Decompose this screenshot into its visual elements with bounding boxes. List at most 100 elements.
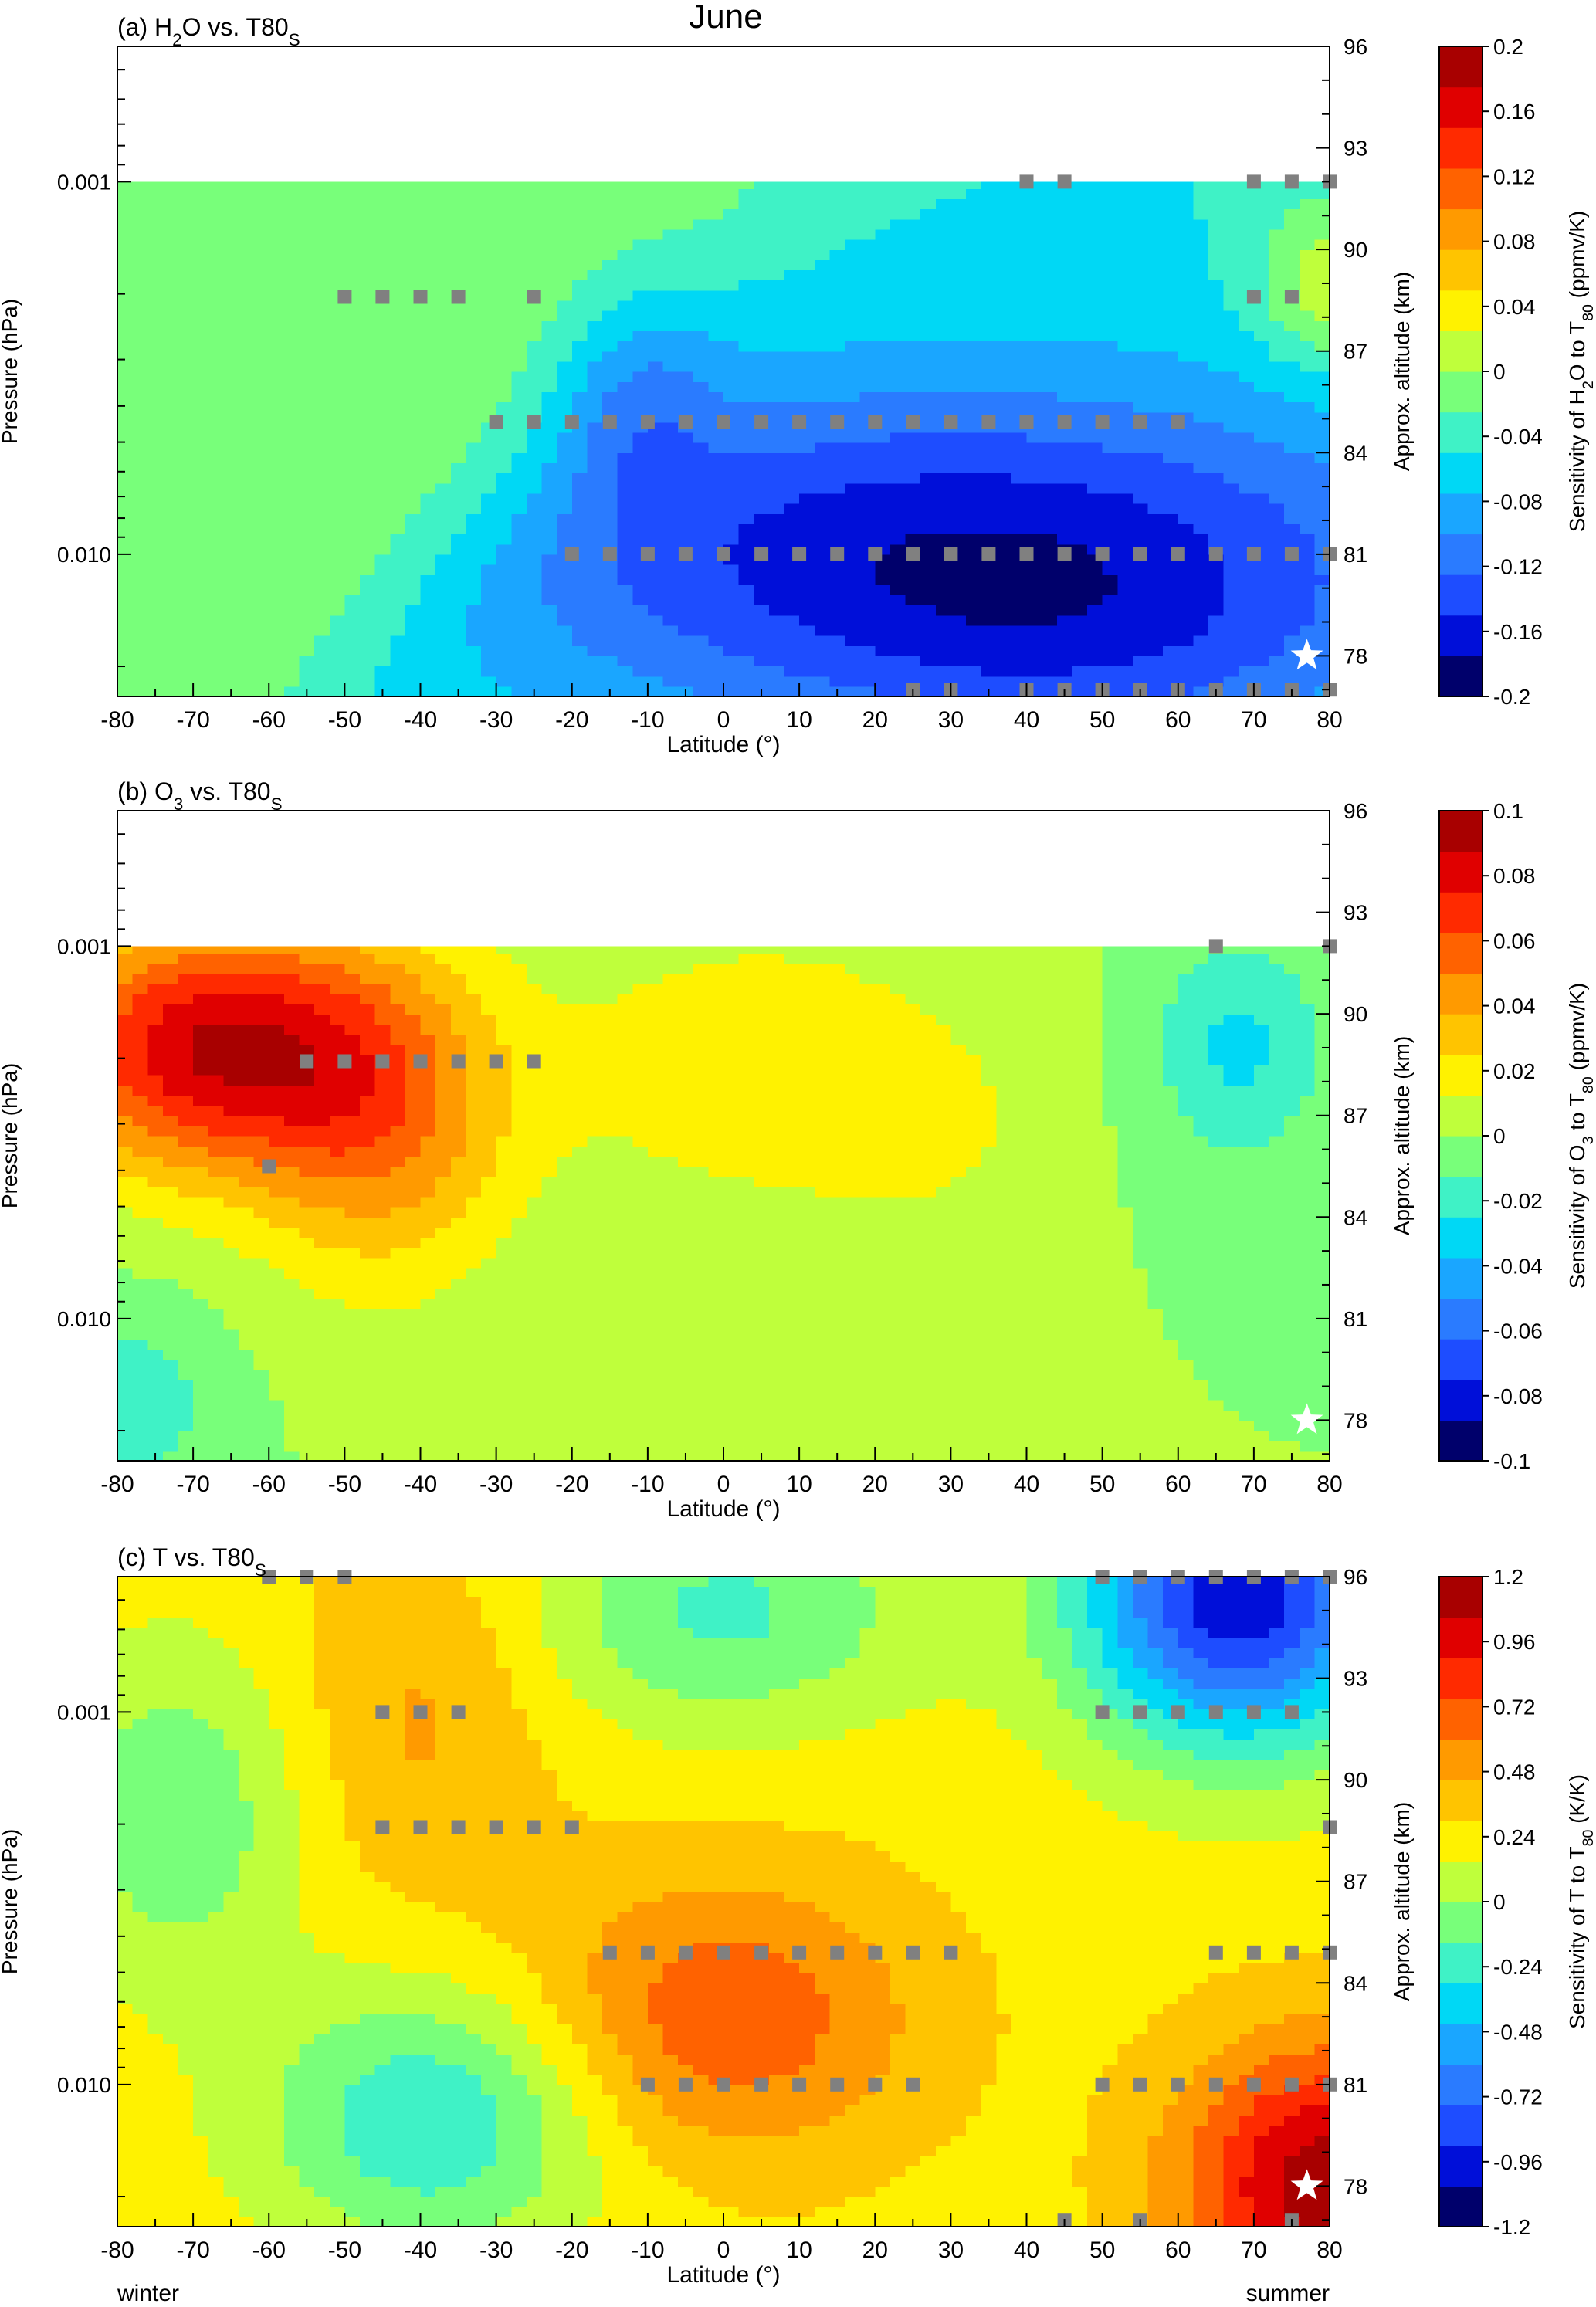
colorbar-swatch [1439, 493, 1482, 535]
panel-label: (b) O3 vs. T80S [117, 777, 283, 814]
significance-marker [413, 1705, 428, 1719]
colorbar-swatch [1439, 615, 1482, 656]
significance-marker [1246, 1705, 1261, 1719]
colorbar-swatch [1439, 932, 1482, 974]
y2-tick-label: 90 [1344, 1002, 1367, 1026]
x-tick-label: 70 [1241, 2238, 1266, 2263]
y2-axis-label: Approx. altitude (km) [1390, 1802, 1414, 2001]
significance-marker [754, 547, 769, 561]
colorbar-swatch [1439, 811, 1482, 852]
significance-marker [527, 1820, 541, 1834]
significance-marker [1171, 547, 1185, 561]
colorbar-tick-label: -0.72 [1493, 2085, 1543, 2109]
colorbar-swatch [1439, 1617, 1482, 1658]
colorbar-tick-label: -0.08 [1493, 1384, 1543, 1408]
colorbar-swatch [1439, 973, 1482, 1015]
colorbar-tick-label: 0.08 [1493, 230, 1536, 254]
x-tick-label: -40 [404, 2238, 437, 2263]
significance-marker [868, 1945, 883, 1960]
colorbar-tick-label: -0.48 [1493, 2020, 1543, 2044]
x-tick-label: 50 [1089, 707, 1115, 733]
x-tick-label: 70 [1241, 1472, 1266, 1497]
x-axis-label: Latitude (°) [666, 1496, 780, 1522]
x-tick-label: -60 [252, 707, 286, 733]
significance-marker [906, 415, 920, 429]
colorbar-tick-label: 0.04 [1493, 994, 1536, 1018]
colorbar-swatch [1439, 1420, 1482, 1462]
colorbar-swatch [1439, 412, 1482, 453]
colorbar-swatch [1439, 656, 1482, 697]
significance-marker [527, 1054, 541, 1069]
significance-marker [413, 290, 428, 304]
colorbar-tick-label: 0.06 [1493, 929, 1536, 953]
colorbar-tick-label: -0.12 [1493, 555, 1543, 579]
significance-marker [1284, 290, 1299, 304]
colorbar: 0.2 0.16 0.12 0.08 0.04 0 -0.04 -0.08 -0.12 -0.16… [1438, 35, 1596, 709]
significance-marker [830, 415, 845, 429]
colorbar-swatch [1439, 1054, 1482, 1096]
significance-marker [868, 415, 883, 429]
colorbar-swatch [1439, 46, 1482, 88]
colorbar: 1.2 0.96 0.72 0.48 0.24 0 -0.24 -0.48 -0.72 -0.96… [1438, 1565, 1596, 2239]
contour-field [117, 946, 1330, 1462]
significance-marker [1095, 547, 1110, 561]
significance-marker [1208, 1705, 1223, 1719]
x-tick-label: 80 [1316, 707, 1342, 733]
colorbar-tick-label: -0.2 [1493, 685, 1530, 709]
x-tick-label: -60 [252, 1472, 286, 1497]
colorbar-tick-label: -0.02 [1493, 1189, 1543, 1213]
x-tick-label: 10 [786, 707, 812, 733]
significance-marker [1246, 174, 1261, 189]
contour-field [117, 1577, 1330, 2227]
significance-marker [1246, 1945, 1261, 1960]
colorbar-label: Sensitivity of H2O to T80 (ppmv/K) [1565, 211, 1596, 533]
significance-marker [1019, 415, 1034, 429]
colorbar-swatch [1439, 534, 1482, 575]
significance-marker [1284, 174, 1299, 189]
x-tick-label: -80 [100, 1472, 134, 1497]
significance-marker [792, 2077, 807, 2092]
colorbar-swatch [1439, 892, 1482, 933]
colorbar-tick-label: 0.2 [1493, 35, 1523, 59]
colorbar-swatch [1439, 371, 1482, 413]
significance-marker [640, 415, 655, 429]
x-tick-label: -30 [479, 707, 513, 733]
significance-marker [1057, 547, 1072, 561]
x-tick-label: 50 [1089, 1472, 1115, 1497]
significance-marker [1246, 547, 1261, 561]
colorbar-tick-label: 0 [1493, 360, 1506, 384]
y2-tick-label: 93 [1344, 1667, 1367, 1691]
significance-marker [451, 290, 466, 304]
colorbar-swatch [1439, 168, 1482, 210]
x-tick-label: -10 [631, 2238, 664, 2263]
colorbar-tick-label: 0.16 [1493, 100, 1536, 124]
significance-marker [792, 547, 807, 561]
x-tick-label: -40 [404, 707, 437, 733]
x-tick-label: 40 [1014, 2238, 1039, 2263]
significance-marker [906, 547, 920, 561]
significance-marker [489, 415, 503, 429]
significance-marker [1133, 547, 1147, 561]
colorbar-swatch [1439, 1217, 1482, 1259]
x-tick-label: 20 [862, 707, 888, 733]
significance-marker [981, 415, 996, 429]
panel-2: 0.001 0.010 96 93 90 87 84 81 78 -80 -70 -60 -50 -40 -… [0, 777, 1596, 1522]
significance-marker [1133, 415, 1147, 429]
x-tick-label: -30 [479, 1472, 513, 1497]
x-tick-label: 30 [938, 707, 964, 733]
panel-label: (c) T vs. T80S [117, 1543, 266, 1580]
y-tick-label: 0.001 [57, 934, 111, 958]
y-tick-label: 0.010 [57, 2073, 111, 2097]
significance-marker [754, 2077, 769, 2092]
colorbar-swatch [1439, 1257, 1482, 1299]
colorbar-tick-label: -0.06 [1493, 1319, 1543, 1343]
colorbar-tick-label: 0.96 [1493, 1630, 1536, 1654]
x-tick-label: 80 [1316, 2238, 1342, 2263]
significance-marker [1208, 1945, 1223, 1960]
significance-marker [602, 1945, 617, 1960]
x-tick-label: -70 [176, 707, 209, 733]
significance-marker [375, 290, 390, 304]
significance-marker [1133, 1705, 1147, 1719]
x-tick-label: -20 [555, 707, 588, 733]
significance-marker [564, 1820, 579, 1834]
